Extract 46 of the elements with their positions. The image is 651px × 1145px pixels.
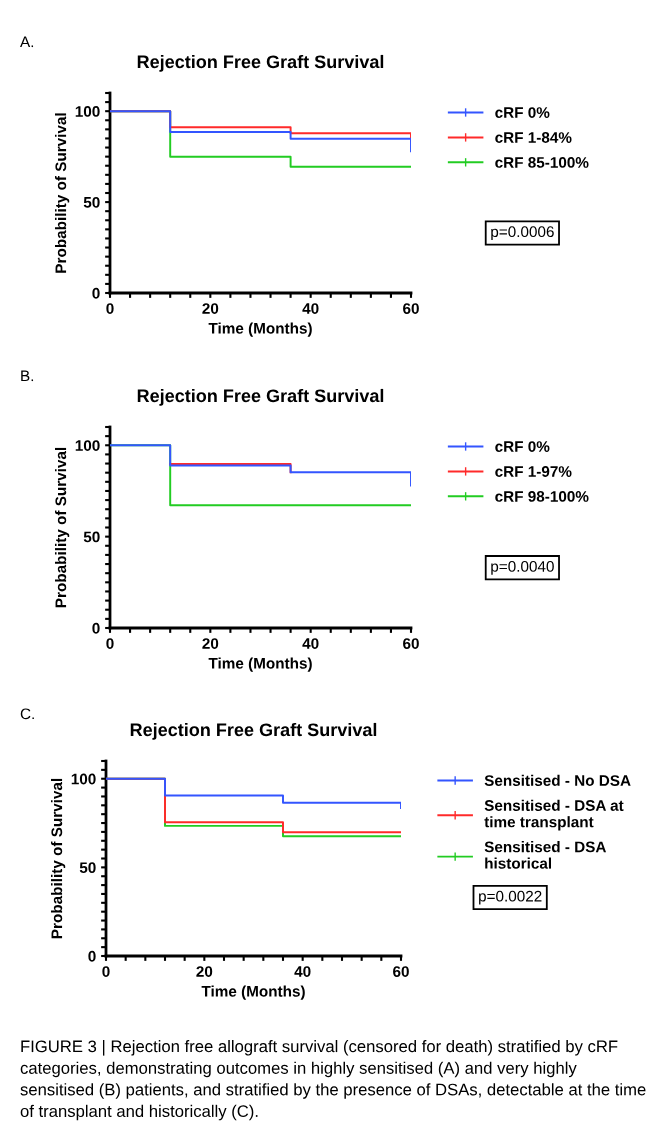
- legend-label: cRF 0%: [495, 441, 550, 452]
- x-tick-label: 40: [302, 638, 319, 649]
- y-tick-label: 50: [79, 862, 96, 874]
- x-tick-label: 20: [202, 638, 219, 649]
- legend-label: Sensitised - DSA at time transplant: [484, 799, 624, 831]
- y-tick-label: 0: [92, 287, 100, 299]
- caption: FIGURE 3 | Rejection free allograft survival (censored for death) stratified by cRF categories, demonstrating outcomes in highly sensitised (A) and very highly sensitised (B) patients, and stratified by the presence of DSAs, detectable at the time of transplant and historically (C).: [20, 1040, 646, 1121]
- text: p=0.0040: [491, 560, 554, 575]
- y-tick-label: 0: [88, 950, 96, 962]
- x-tick-label: 60: [393, 966, 409, 977]
- chart-title: Rejection Free Graft Survival: [137, 388, 384, 406]
- y-tick-label: 50: [83, 196, 100, 208]
- x-tick-label: 0: [106, 638, 114, 649]
- legend-label: Sensitised - DSA historical: [484, 841, 607, 869]
- chart-title: Rejection Free Graft Survival: [130, 722, 377, 740]
- y-tick-label: 50: [83, 531, 100, 543]
- x-axis-title: Time (Months): [201, 985, 305, 1000]
- legend-label: cRF 1-84%: [495, 132, 572, 143]
- x-tick-label: 20: [202, 303, 219, 314]
- y-tick-label: 100: [75, 106, 100, 117]
- text: B.: [21, 370, 34, 382]
- x-tick-label: 40: [294, 966, 311, 977]
- x-tick-label: 0: [102, 966, 110, 977]
- x-tick-label: 20: [196, 966, 213, 977]
- legend-label: cRF 0%: [495, 107, 550, 118]
- text: A.: [20, 36, 34, 48]
- legend-label: cRF 98-100%: [495, 491, 589, 502]
- x-axis-title: Time (Months): [208, 322, 312, 337]
- y-axis-title: Probability of Survival: [50, 778, 66, 939]
- x-axis-title: Time (Months): [208, 657, 312, 672]
- y-tick-label: 100: [71, 773, 96, 785]
- y-axis-title: Probability of Survival: [54, 447, 70, 608]
- text: p=0.0006: [491, 226, 554, 241]
- y-tick-label: 0: [92, 622, 100, 634]
- x-tick-label: 60: [403, 638, 419, 649]
- text: C.: [20, 708, 34, 720]
- legend-label: cRF 1-97%: [495, 466, 572, 477]
- text: p=0.0022: [479, 890, 542, 905]
- y-tick-label: 100: [75, 440, 100, 451]
- y-axis-title: Probability of Survival: [54, 113, 70, 273]
- chart-title: Rejection Free Graft Survival: [137, 54, 384, 72]
- x-tick-label: 40: [302, 303, 319, 314]
- x-tick-label: 0: [106, 303, 114, 314]
- x-tick-label: 60: [403, 303, 419, 314]
- legend-label: Sensitised - No DSA: [484, 774, 631, 786]
- legend-label: cRF 85-100%: [495, 157, 589, 168]
